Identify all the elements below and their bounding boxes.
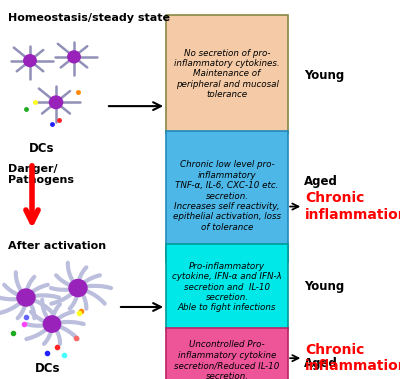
Circle shape bbox=[50, 96, 63, 108]
Text: Aged: Aged bbox=[304, 175, 338, 188]
Text: DCs: DCs bbox=[35, 362, 61, 375]
Text: No secretion of pro-
inflammatory cytokines.
Maintenance of
peripheral and mucos: No secretion of pro- inflammatory cytoki… bbox=[174, 49, 280, 99]
Text: Chronic
inflammation: Chronic inflammation bbox=[305, 343, 400, 373]
Text: Aged: Aged bbox=[304, 357, 338, 370]
Circle shape bbox=[24, 55, 36, 67]
Text: Danger/
Pathogens: Danger/ Pathogens bbox=[8, 164, 74, 185]
Circle shape bbox=[43, 316, 61, 332]
Circle shape bbox=[69, 280, 87, 296]
FancyBboxPatch shape bbox=[166, 15, 288, 133]
Text: Young: Young bbox=[304, 69, 344, 82]
Text: Pro-inflammatory
cytokine, IFN-α and IFN-λ
secretion and  IL-10
secretion.
Able : Pro-inflammatory cytokine, IFN-α and IFN… bbox=[172, 262, 282, 312]
Text: Chronic low level pro-
inflammatory
TNF-α, IL-6, CXC-10 etc.
secretion.
Increase: Chronic low level pro- inflammatory TNF-… bbox=[173, 160, 281, 232]
Text: Uncontrolled Pro-
inflammatory cytokine
secretion/Reduced IL-10
secretion.
Reduc: Uncontrolled Pro- inflammatory cytokine … bbox=[170, 340, 284, 379]
FancyBboxPatch shape bbox=[166, 244, 288, 330]
FancyBboxPatch shape bbox=[166, 328, 288, 379]
Text: Chronic
inflammation: Chronic inflammation bbox=[305, 191, 400, 222]
Text: Homeostasis/steady state: Homeostasis/steady state bbox=[8, 13, 170, 23]
Text: DCs: DCs bbox=[29, 142, 55, 155]
Circle shape bbox=[68, 51, 80, 63]
Text: After activation: After activation bbox=[8, 241, 106, 251]
Circle shape bbox=[17, 289, 35, 306]
FancyBboxPatch shape bbox=[166, 131, 288, 262]
Text: Young: Young bbox=[304, 280, 344, 293]
